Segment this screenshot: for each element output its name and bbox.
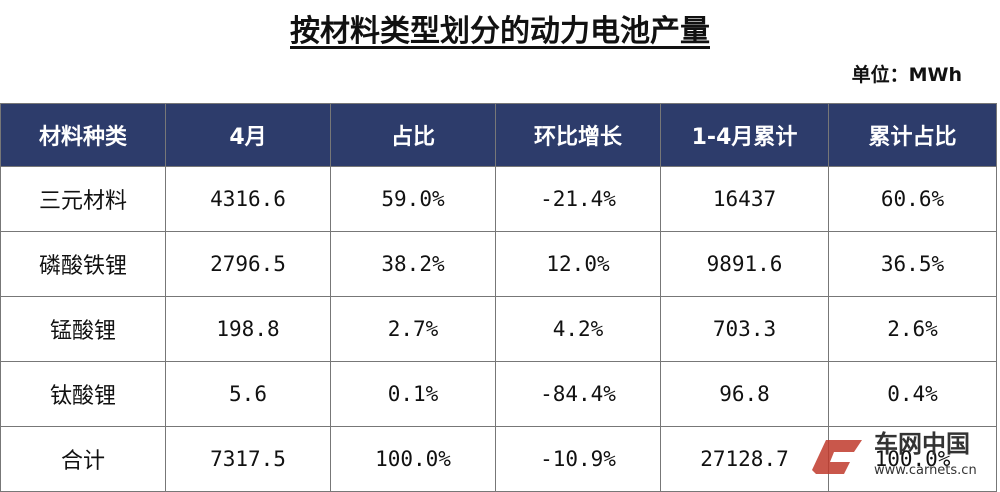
table-cell: 96.8 [660,361,829,427]
table-cell: 59.0% [330,166,496,232]
table-row: 锰酸锂 198.8 2.7% 4.2% 703.3 2.6% [0,296,997,362]
table-cell: 38.2% [330,231,496,297]
header-cell: 占比 [330,103,496,167]
table-cell: 12.0% [495,231,661,297]
header-cell: 累计占比 [828,103,997,167]
table-cell: 198.8 [165,296,331,362]
table-cell: 36.5% [828,231,997,297]
table-cell: 4.2% [495,296,661,362]
table-row: 三元材料 4316.6 59.0% -21.4% 16437 60.6% [0,166,997,232]
table-cell: 钛酸锂 [0,361,166,427]
table-cell: 7317.5 [165,426,331,492]
table-cell: 703.3 [660,296,829,362]
table-cell: 4316.6 [165,166,331,232]
header-cell: 环比增长 [495,103,661,167]
table-cell: 锰酸锂 [0,296,166,362]
table-cell: 0.4% [828,361,997,427]
table-cell: 2796.5 [165,231,331,297]
table-cell: 27128.7 [660,426,829,492]
table-cell: 5.6 [165,361,331,427]
table-cell: 0.1% [330,361,496,427]
watermark: 车网中国 www.carnets.cn [812,430,977,478]
header-cell: 4月 [165,103,331,167]
data-table: 材料种类 4月 占比 环比增长 1-4月累计 累计占比 三元材料 4316.6 59.0% -2… [0,103,997,492]
table-cell: 100.0% [828,426,997,492]
header-cell: 1-4月累计 [660,103,829,167]
watermark-name: 车网中国 [874,430,970,458]
table-row: 磷酸铁锂 2796.5 38.2% 12.0% 9891.6 36.5% [0,231,997,297]
watermark-logo [812,440,862,474]
table-cell: -10.9% [495,426,661,492]
table-cell: 9891.6 [660,231,829,297]
title: 按材料类型划分的动力电池产量 [290,14,710,49]
watermark-url: www.carnets.cn [874,463,977,478]
table-cell: 三元材料 [0,166,166,232]
table-cell: 60.6% [828,166,997,232]
table-cell: 磷酸铁锂 [0,231,166,297]
table-cell: 2.7% [330,296,496,362]
table-cell: 2.6% [828,296,997,362]
header-cell: 材料种类 [0,103,166,167]
table-row: 钛酸锂 5.6 0.1% -84.4% 96.8 0.4% [0,361,997,427]
table-row: 合计 7317.5 100.0% -10.9% 27128.7 100.0% [0,426,997,492]
table-body: 三元材料 4316.6 59.0% -21.4% 16437 60.6% 磷酸铁锂 2796.… [0,166,997,492]
unit-label: 单位：MWh [851,64,962,86]
header-row: 材料种类 4月 占比 环比增长 1-4月累计 累计占比 [0,103,997,167]
table-cell: 合计 [0,426,166,492]
table-cell: -84.4% [495,361,661,427]
table-cell: 100.0% [330,426,496,492]
table-cell: 16437 [660,166,829,232]
table-cell: -21.4% [495,166,661,232]
